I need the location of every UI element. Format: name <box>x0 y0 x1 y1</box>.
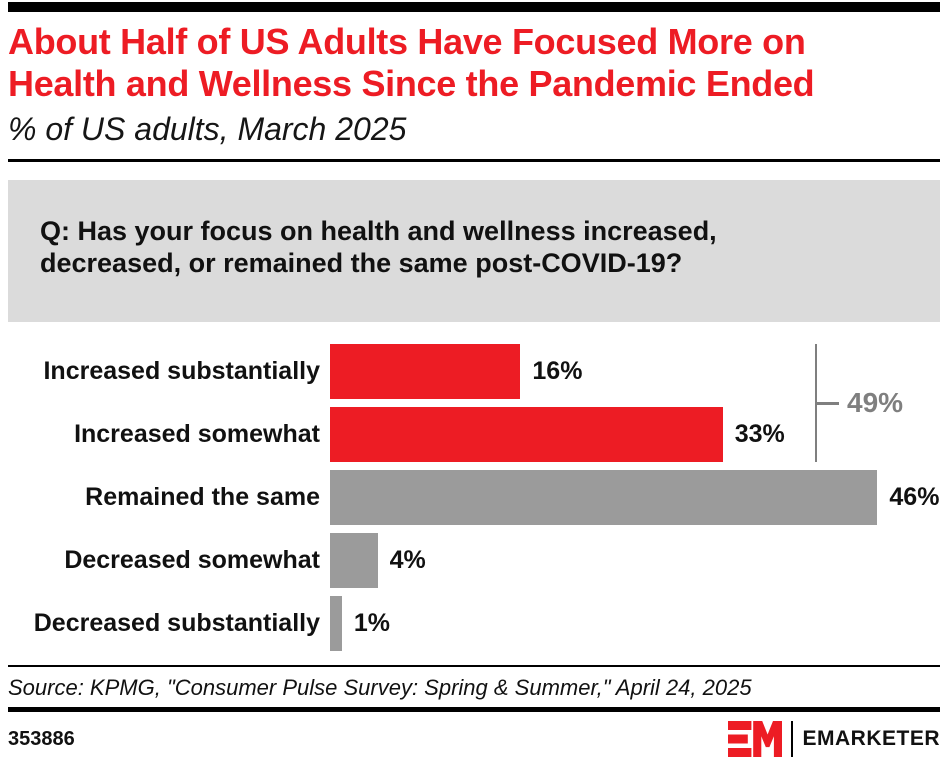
bar <box>330 344 521 399</box>
footer: 353886 EMARKETER <box>8 721 940 757</box>
chart-row: Remained the same 46% <box>8 470 940 525</box>
emarketer-wordmark: EMARKETER <box>802 727 940 750</box>
emarketer-logo-mark-icon <box>728 721 783 757</box>
bar-chart: Increased substantially 16% Increased some… <box>8 344 940 651</box>
bar <box>330 533 378 588</box>
bar-category-label: Remained the same <box>85 483 320 512</box>
emarketer-logo: EMARKETER <box>728 721 940 757</box>
bar-category-label: Increased somewhat <box>74 420 320 449</box>
top-accent-bar <box>8 2 940 12</box>
bar-value-label: 46% <box>889 483 940 511</box>
bar-category-label: Increased substantially <box>43 357 320 386</box>
bar-area: 4% <box>330 533 940 588</box>
bar-value-label: 1% <box>353 609 391 637</box>
bar <box>330 596 342 651</box>
bar-value-label: 4% <box>389 546 426 574</box>
source-divider <box>8 665 940 667</box>
bar-area: 1% <box>330 596 940 651</box>
bar-area: 46% <box>330 470 940 525</box>
logo-divider <box>791 721 794 757</box>
bar <box>330 407 723 462</box>
chart-row: Increased substantially 16% <box>8 344 940 399</box>
survey-question-box: Q: Has your focus on health and wellness… <box>8 180 940 322</box>
chart-row: Decreased substantially 1% <box>8 596 940 651</box>
footer-divider <box>8 707 940 712</box>
bar-category-label: Decreased substantially <box>33 609 320 638</box>
bar-category-label: Decreased somewhat <box>64 546 320 575</box>
source-line: Source: KPMG, "Consumer Pulse Survey: Sp… <box>8 675 752 700</box>
bar-value-label: 16% <box>532 357 583 385</box>
chart-id: 353886 <box>8 727 75 750</box>
header-divider <box>8 159 940 162</box>
bracket-tick <box>815 402 839 405</box>
bar-area: 33% <box>330 407 940 462</box>
bar <box>330 470 878 525</box>
page-title: About Half of US Adults Have Focused Mor… <box>8 21 815 104</box>
chart-row: Decreased somewhat 4% <box>8 533 940 588</box>
survey-question-text: Q: Has your focus on health and wellness… <box>40 216 717 278</box>
chart-row: Increased somewhat 33% <box>8 407 940 462</box>
page-subtitle: % of US adults, March 2025 <box>8 111 407 147</box>
bar-area: 16% <box>330 344 940 399</box>
bar-value-label: 33% <box>734 420 785 448</box>
